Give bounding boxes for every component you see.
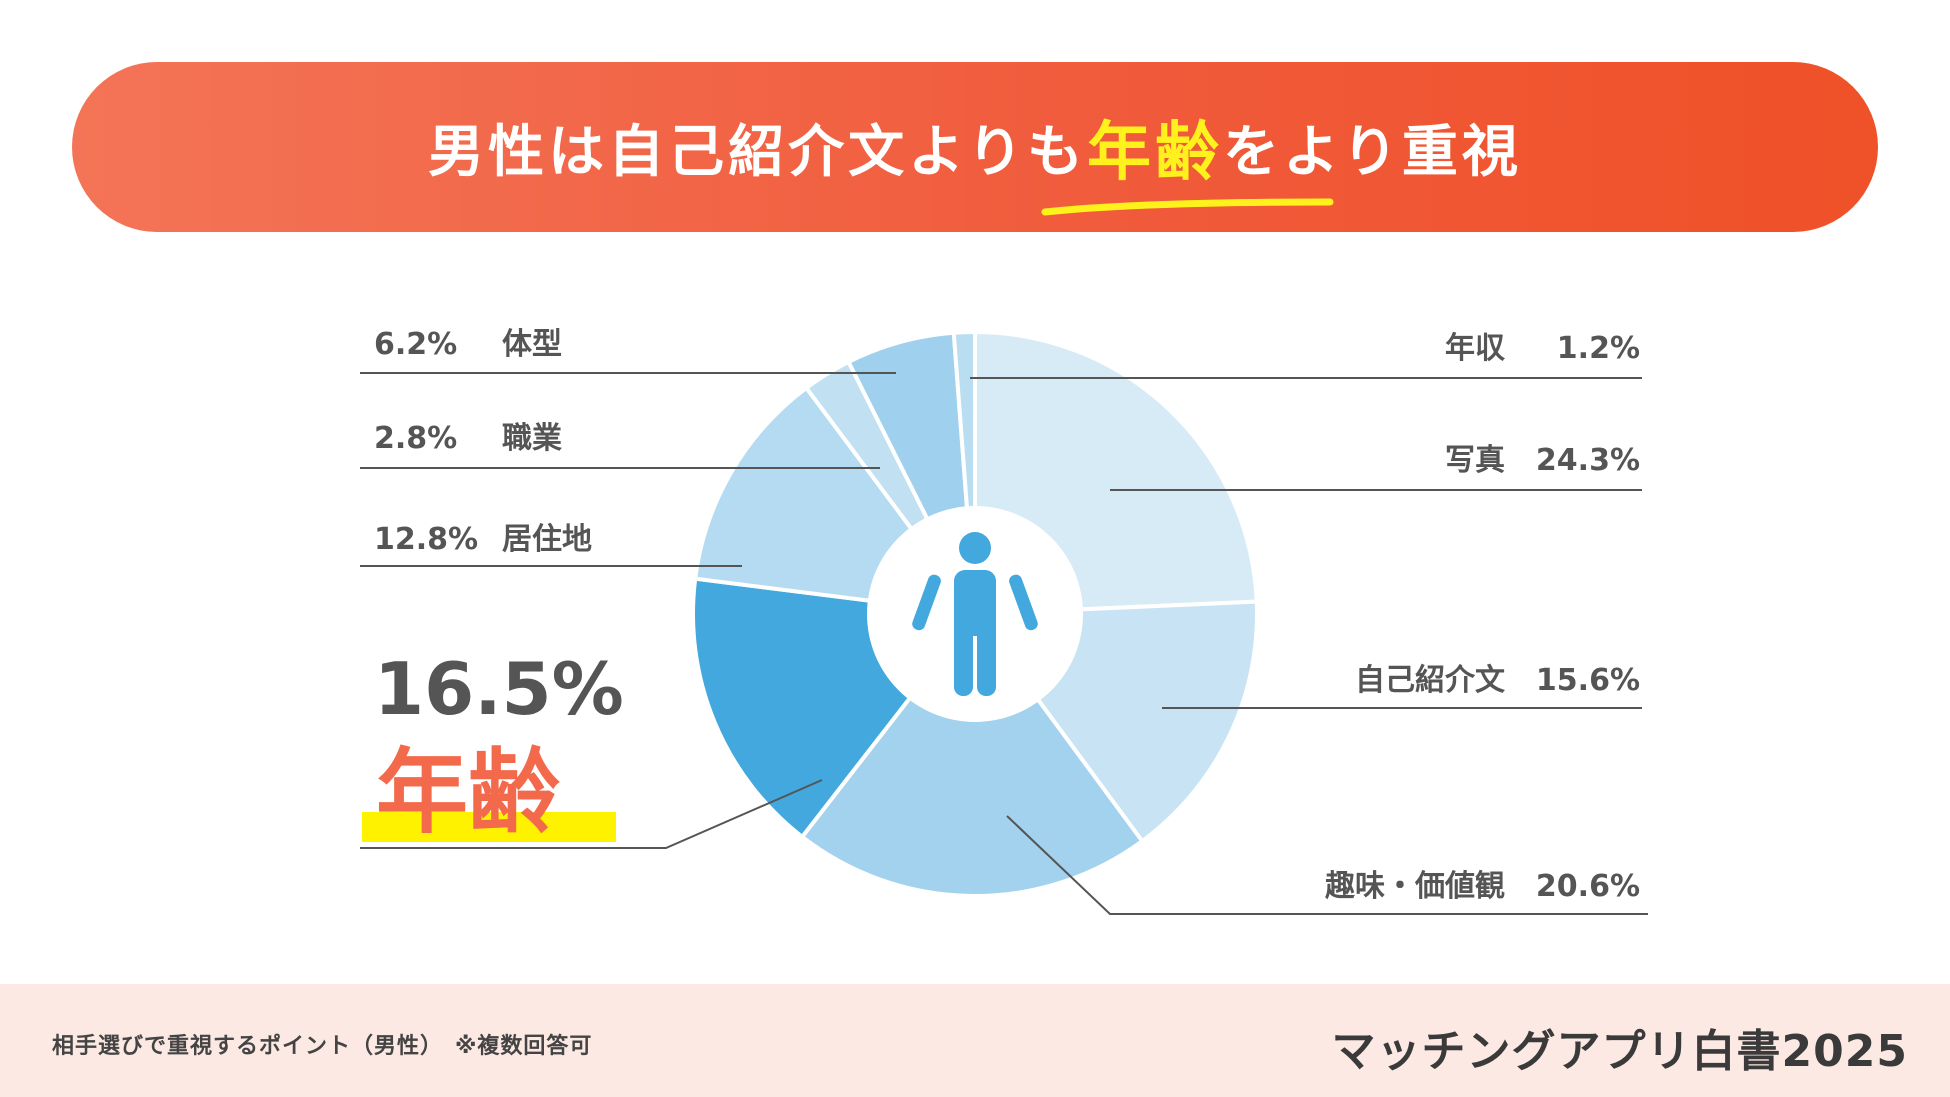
pie-center: [867, 506, 1083, 722]
highlight-category: 年齢: [376, 739, 560, 846]
data-label-value: 12.8%: [374, 522, 478, 557]
chart-labels: 1.2% 年収 24.3% 写真 15.6% 自己紹介文 20.6% 趣味・価値観 6.2% 体型…: [362, 327, 1640, 904]
highlight-value: 16.5%: [374, 647, 624, 731]
title-text-after: をより重視: [1223, 119, 1522, 185]
footer-note: 相手選びで重視するポイント（男性） ※複数回答可: [52, 1034, 593, 1059]
pie-chart: 1.2% 年収 24.3% 写真 15.6% 自己紹介文 20.6% 趣味・価値観 6.2% 体型…: [360, 327, 1648, 915]
highlight-bar: [362, 812, 616, 842]
leader-line: [360, 779, 823, 849]
data-label-value: 1.2%: [1557, 331, 1640, 366]
title-highlight: 年齢: [1087, 116, 1223, 190]
data-label-value: 6.2%: [374, 327, 457, 362]
title-banner: 男性は自己紹介文よりも 年齢 をより重視: [72, 62, 1878, 232]
data-label-category: 体型: [502, 327, 562, 362]
data-label-value: 15.6%: [1536, 663, 1640, 698]
data-label-category: 職業: [502, 421, 562, 456]
page-title: 男性は自己紹介文よりも 年齢 をより重視: [72, 62, 1878, 232]
data-label-category: 年収: [1445, 331, 1506, 366]
data-label-value: 24.3%: [1536, 443, 1640, 478]
data-label-value: 2.8%: [374, 421, 457, 456]
pie-slice: [799, 610, 1145, 898]
person-icon: [912, 532, 1038, 696]
data-label-category: 自己紹介文: [1355, 663, 1505, 698]
leader-line: [1006, 815, 1648, 915]
data-label-category: 趣味・価値観: [1325, 869, 1505, 904]
data-label-category: 写真: [1445, 443, 1505, 478]
title-text-before: 男性は自己紹介文よりも: [428, 119, 1087, 185]
data-label-category: 居住地: [502, 522, 592, 557]
title-underline-stroke: [1041, 198, 1334, 216]
footer-brand: マッチングアプリ白書2025: [1331, 1026, 1908, 1077]
data-label-value: 20.6%: [1536, 869, 1640, 904]
footer-bar: [0, 984, 1950, 1097]
leader-lines: [360, 372, 1648, 915]
